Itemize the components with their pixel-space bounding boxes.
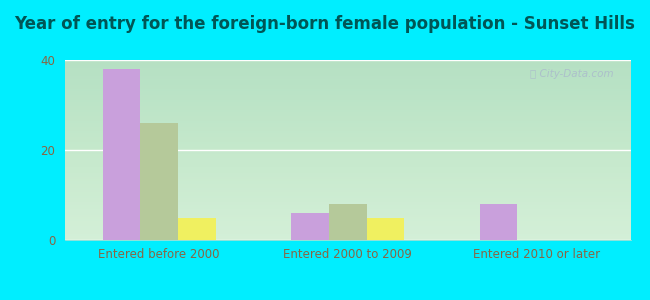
Bar <box>140 123 178 240</box>
Text: ⓘ City-Data.com: ⓘ City-Data.com <box>530 69 614 79</box>
Bar <box>103 69 140 240</box>
Bar <box>291 213 329 240</box>
Bar <box>178 218 216 240</box>
Text: Year of entry for the foreign-born female population - Sunset Hills: Year of entry for the foreign-born femal… <box>14 15 636 33</box>
Bar <box>480 204 517 240</box>
Bar <box>329 204 367 240</box>
Bar <box>367 218 404 240</box>
